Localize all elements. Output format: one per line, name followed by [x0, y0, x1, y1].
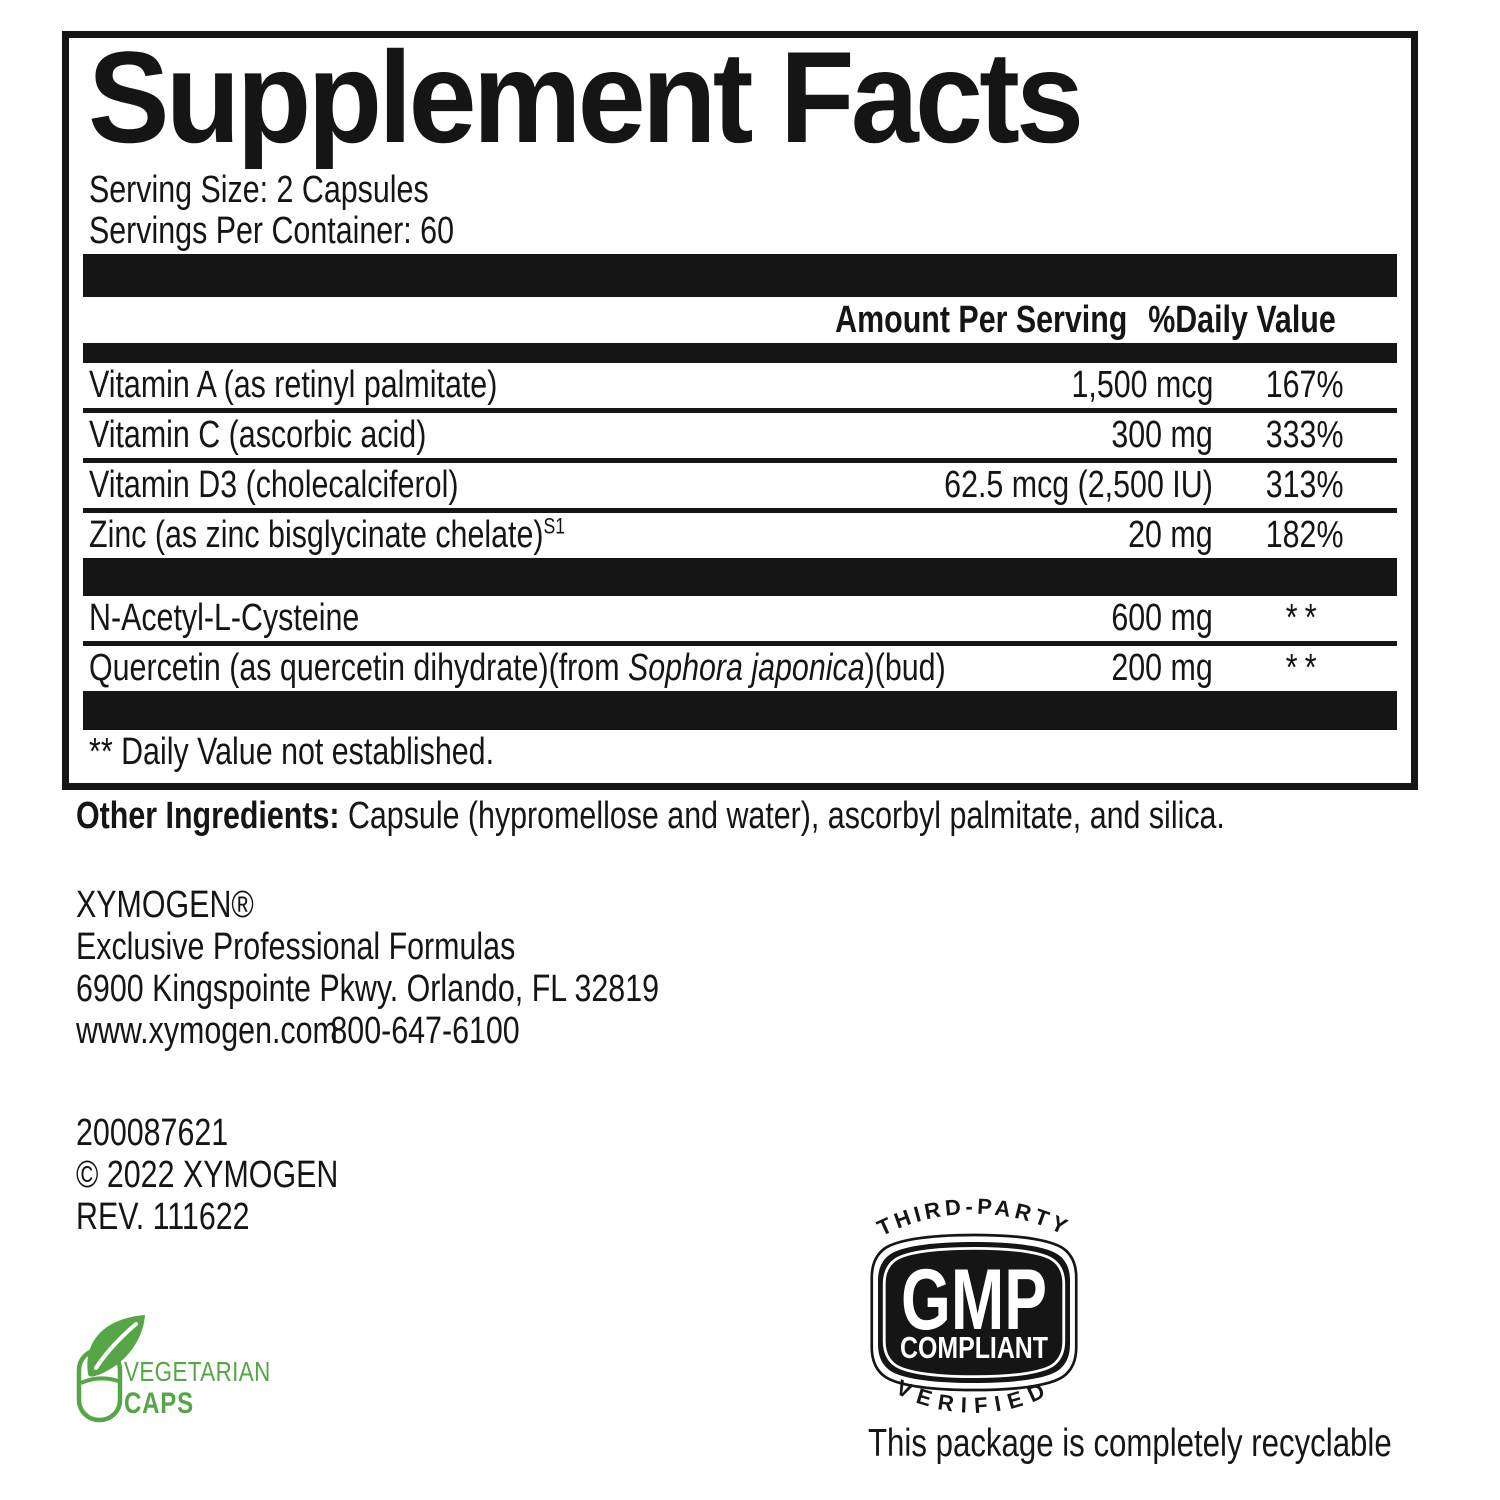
gmp-center-text: GMP [901, 1252, 1047, 1348]
ingredient-name: Vitamin A (as retinyl palmitate) [89, 364, 498, 406]
daily-value-cell: ** [1285, 597, 1325, 639]
amount-cell: 300 mg [1111, 414, 1213, 456]
item-number: 200087621 [76, 1112, 229, 1154]
table-row: Quercetin (as quercetin dihydrate)(from … [83, 641, 1397, 691]
other-ingredients-text: Capsule (hypromellose and water), ascorb… [347, 795, 1225, 837]
gmp-outer-ring [870, 1233, 1078, 1392]
footnote: ** Daily Value not established. [89, 731, 495, 773]
ingredient-name: Zinc (as zinc bisglycinate chelate)S1 [89, 513, 566, 556]
vegetarian-caps-text: VEGETARIAN CAPS [124, 1356, 307, 1420]
company-contact: www.xymogen.com800-647-6100 [76, 1010, 805, 1052]
daily-value-cell: ** [1285, 647, 1325, 689]
daily-value-cell: 313% [1266, 464, 1344, 506]
supplement-facts-panel: Supplement Facts Serving Size: 2 Capsule… [62, 31, 1418, 790]
brand-name: XYMOGEN® [76, 884, 254, 926]
amount-cell: 600 mg [1111, 597, 1213, 639]
table-row: N-Acetyl-L-Cysteine 600 mg ** [83, 596, 1397, 641]
divider-bar-top [83, 254, 1397, 297]
daily-value-cell: 167% [1266, 364, 1344, 406]
servings-per-container: Servings Per Container: 60 [89, 210, 454, 252]
other-ingredients: Other Ingredients: Capsule (hypromellose… [76, 794, 1500, 838]
ingredient-name: Quercetin (as quercetin dihydrate)(from … [89, 647, 946, 689]
ingredient-name: Vitamin C (ascorbic acid) [89, 414, 427, 456]
gmp-inner-ring [882, 1246, 1066, 1379]
company-phone: 800-647-6100 [330, 1010, 520, 1052]
table-row: Vitamin A (as retinyl palmitate) 1,500 mc… [83, 363, 1397, 408]
revision-line: REV. 111622 [76, 1196, 250, 1238]
amount-per-serving-header: Amount Per Serving [835, 299, 1128, 341]
recyclable-text: This package is completely recyclable [868, 1422, 1392, 1465]
gmp-shield [878, 1242, 1070, 1383]
gmp-badge-icon: THIRD-PARTY GMP COMPLIANT VERIFIED [870, 1194, 1078, 1418]
panel-title: Supplement Facts [88, 24, 1397, 170]
ingredient-name: Vitamin D3 (cholecalciferol) [89, 464, 459, 506]
other-actives-group: N-Acetyl-L-Cysteine 600 mg ** Quercetin (as… [83, 596, 1397, 691]
table-row: Vitamin D3 (cholecalciferol) 62.5 mcg (2,… [83, 458, 1397, 508]
gmp-sub-text: COMPLIANT [900, 1330, 1048, 1365]
brand-tagline: Exclusive Professional Formulas [76, 926, 516, 968]
other-ingredients-label: Other Ingredients: [76, 795, 348, 837]
capsule-leaf-icon [76, 1315, 145, 1423]
panel-title-text: Supplement Facts [88, 24, 1084, 170]
daily-value-cell: 182% [1266, 514, 1344, 556]
table-row: Zinc (as zinc bisglycinate chelate)S1 20 … [83, 508, 1397, 558]
divider-bar-header [83, 343, 1397, 363]
company-address: 6900 Kingspointe Pkwy. Orlando, FL 32819 [76, 968, 660, 1010]
amount-cell: 200 mg [1111, 647, 1213, 689]
company-website: www.xymogen.com [76, 1010, 338, 1052]
vegetarian-caps-badge: VEGETARIAN CAPS [74, 1308, 434, 1426]
amount-cell: 20 mg [1128, 514, 1214, 556]
amount-cell: 62.5 mcg (2,500 IU) [944, 464, 1213, 506]
vitamins-minerals-group: Vitamin A (as retinyl palmitate) 1,500 mc… [83, 363, 1397, 558]
divider-bar-middle [83, 558, 1397, 596]
ingredient-name: N-Acetyl-L-Cysteine [89, 597, 360, 639]
vegetarian-label: VEGETARIAN [124, 1356, 271, 1387]
daily-value-cell: 333% [1266, 414, 1344, 456]
serving-size: Serving Size: 2 Capsules [89, 169, 429, 211]
table-row: Vitamin C (ascorbic acid) 300 mg 333% [83, 408, 1397, 458]
recyclable-note: This package is completely recyclable ♻ [868, 1418, 1500, 1470]
divider-bar-bottom [83, 691, 1397, 730]
company-info: XYMOGEN® Exclusive Professional Formulas… [76, 884, 805, 1052]
column-headers: Amount Per Serving %Daily Value [83, 297, 1397, 343]
amount-cell: 1,500 mcg [1071, 364, 1213, 406]
product-codes: 200087621 © 2022 XYMOGEN REV. 111622 [76, 1112, 404, 1238]
copyright-line: © 2022 XYMOGEN [76, 1154, 339, 1196]
daily-value-header: %Daily Value [1148, 299, 1336, 341]
caps-label: CAPS [124, 1387, 194, 1420]
gmp-badge: THIRD-PARTY GMP COMPLIANT VERIFIED [864, 1194, 1084, 1420]
